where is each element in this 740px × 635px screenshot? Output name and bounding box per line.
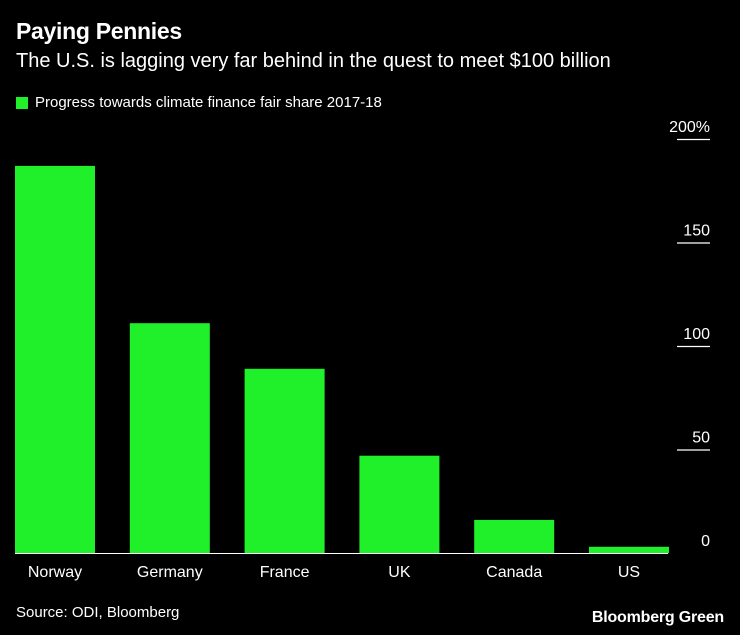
bar-canada bbox=[474, 519, 555, 553]
x-tick-label: Germany bbox=[137, 564, 203, 581]
y-tick-label: 200% bbox=[669, 119, 710, 136]
legend-label: Progress towards climate finance fair sh… bbox=[35, 94, 382, 111]
bar-uk bbox=[359, 455, 440, 553]
y-tick-label: 100 bbox=[683, 326, 710, 343]
brand-logo-text: Bloomberg Green bbox=[591, 609, 724, 626]
y-tick-label: 50 bbox=[692, 430, 710, 447]
legend: Progress towards climate finance fair sh… bbox=[16, 94, 382, 111]
y-tick-label: 150 bbox=[683, 223, 710, 240]
legend-swatch bbox=[16, 96, 28, 109]
x-tick-label: US bbox=[618, 564, 640, 581]
x-tick-label: Norway bbox=[28, 564, 82, 581]
x-axis: Norway Germany France UK Canada US bbox=[28, 564, 640, 581]
chart-title: Paying Pennies bbox=[16, 18, 182, 44]
x-tick-label: Canada bbox=[486, 564, 542, 581]
x-tick-label: UK bbox=[388, 564, 411, 581]
x-tick-label: France bbox=[260, 564, 310, 581]
bar-france bbox=[244, 368, 325, 553]
bar-germany bbox=[129, 323, 210, 553]
source-note: Source: ODI, Bloomberg bbox=[16, 604, 180, 621]
bar-norway bbox=[15, 165, 95, 553]
bar-us bbox=[589, 546, 669, 553]
y-tick-label: 0 bbox=[701, 533, 710, 550]
y-axis: 0 50 100 150 200% bbox=[669, 119, 710, 550]
chart-subtitle: The U.S. is lagging very far behind in t… bbox=[16, 50, 611, 72]
bars-group bbox=[15, 165, 669, 553]
